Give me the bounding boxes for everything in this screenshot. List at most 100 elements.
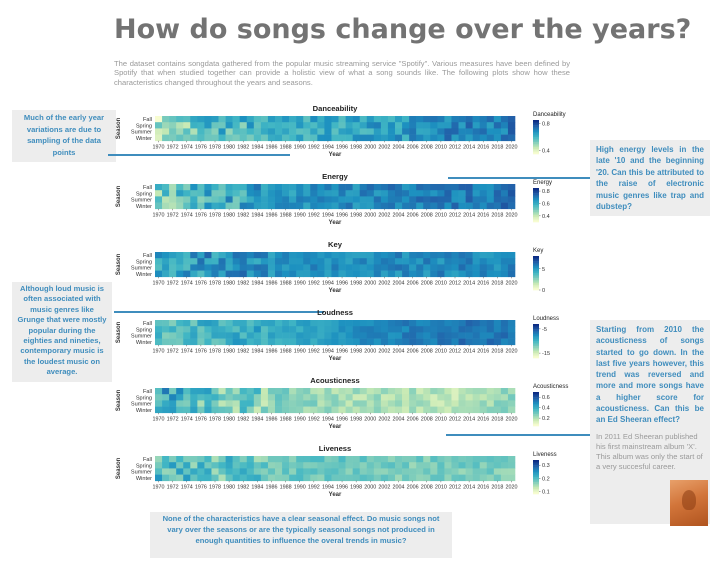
heatmap-cell — [218, 122, 226, 129]
heatmap-cell — [246, 474, 255, 482]
x-tick-label: 1996 — [336, 212, 348, 218]
heatmap-cell — [232, 400, 241, 407]
heatmap-cell — [493, 394, 502, 401]
heatmap-cell — [253, 258, 262, 265]
legend-color-step — [533, 283, 539, 286]
heatmap-cell — [444, 338, 452, 346]
heatmap-cell — [289, 122, 297, 129]
heatmap-cell — [366, 474, 375, 482]
heatmap-cell — [303, 468, 311, 475]
heatmap-cell — [218, 128, 226, 135]
heatmap-cell — [232, 264, 241, 271]
heatmap-cell — [507, 190, 516, 197]
heatmap-cell — [423, 184, 431, 191]
heatmap-cell — [310, 134, 318, 142]
heatmap-cell — [387, 196, 396, 203]
legend-color-step — [533, 125, 539, 128]
x-tick-label: 1972 — [167, 416, 179, 422]
heatmap-cell — [239, 462, 248, 469]
heatmap-cell — [352, 270, 361, 278]
legend-color-step — [533, 196, 539, 199]
heatmap-cell — [416, 258, 424, 265]
heatmap-cell — [458, 394, 466, 401]
heatmap-cell — [500, 468, 509, 475]
legend-color-step — [533, 392, 539, 394]
x-tick-label: 2008 — [421, 212, 433, 218]
heatmap-cell — [310, 400, 318, 407]
heatmap-cell — [451, 338, 459, 346]
heatmap-cell — [416, 462, 424, 469]
heatmap-cell — [493, 184, 502, 191]
x-tick-label: 1980 — [223, 212, 235, 218]
heatmap-cell — [359, 258, 368, 265]
legend-color-step — [533, 218, 539, 221]
heatmap-cell — [451, 196, 459, 203]
x-tick-label: 2012 — [449, 212, 461, 218]
heatmap-cell — [395, 196, 403, 203]
heatmap-cell — [218, 320, 226, 327]
heatmap-cell — [352, 128, 361, 135]
heatmap-cell — [409, 406, 417, 414]
heatmap-cell — [155, 406, 163, 414]
x-tick-label: 1970 — [153, 484, 165, 490]
legend-color-step — [533, 403, 539, 406]
x-tick-label: 2010 — [435, 280, 447, 286]
heatmap-cell — [260, 394, 269, 401]
heatmap-cell — [176, 122, 184, 129]
heatmap-cell — [225, 122, 233, 129]
legend-color-step — [533, 281, 539, 284]
heatmap-cell — [310, 406, 318, 414]
heatmap-cell — [162, 264, 170, 271]
heatmap-cell — [486, 468, 495, 475]
heatmap-cell — [331, 116, 339, 123]
x-tick-label: 2000 — [364, 416, 376, 422]
heatmap-cell — [260, 190, 269, 197]
heatmap-cell — [345, 388, 353, 395]
heatmap-cell — [317, 196, 325, 203]
y-axis-label: Season — [116, 185, 122, 207]
heatmap-cell — [451, 394, 459, 401]
heatmap-cell — [183, 264, 191, 271]
heatmap-cell — [317, 252, 325, 259]
heatmap-cell — [423, 134, 431, 142]
heatmap-cell — [324, 202, 332, 210]
heatmap-cell — [169, 184, 177, 191]
heatmap-cell — [317, 456, 325, 463]
heatmap-cell — [282, 406, 290, 414]
heatmap-cell — [437, 252, 445, 259]
heatmap-cell — [430, 338, 438, 346]
heatmap-cell — [486, 332, 495, 339]
heatmap-cell — [218, 264, 226, 271]
heatmap-cell — [430, 184, 438, 191]
heatmap-cell — [373, 474, 382, 482]
legend-color-step — [533, 412, 539, 415]
heatmap-cell — [338, 394, 346, 401]
heatmap-cell — [303, 252, 311, 259]
heatmap-cell — [296, 474, 304, 482]
heatmap-cell — [232, 134, 241, 142]
heatmap-cell — [239, 394, 248, 401]
heatmap-cell — [253, 190, 262, 197]
heatmap-cell — [183, 320, 191, 327]
heatmap-cell — [324, 264, 332, 271]
x-tick-label: 1988 — [280, 348, 292, 354]
heatmap-cell — [169, 202, 177, 210]
heatmap-cell — [275, 406, 283, 414]
heatmap-cell — [169, 116, 177, 123]
heatmap-cell — [197, 184, 205, 191]
legend-color-step — [533, 128, 539, 131]
heatmap-cell — [303, 122, 311, 129]
heatmap-cell — [409, 474, 417, 482]
heatmap-cell — [500, 406, 509, 414]
heatmap-cell — [211, 252, 219, 259]
heatmap-cell — [260, 122, 269, 129]
x-tick-label: 2000 — [364, 280, 376, 286]
heatmap-cell — [458, 338, 466, 346]
heatmap-cell — [444, 462, 452, 469]
heatmap-cell — [395, 122, 403, 129]
heatmap-cell — [458, 184, 466, 191]
heatmap-cell — [183, 202, 191, 210]
x-tick-label: 2014 — [463, 348, 475, 354]
heatmap-cell — [176, 406, 184, 414]
